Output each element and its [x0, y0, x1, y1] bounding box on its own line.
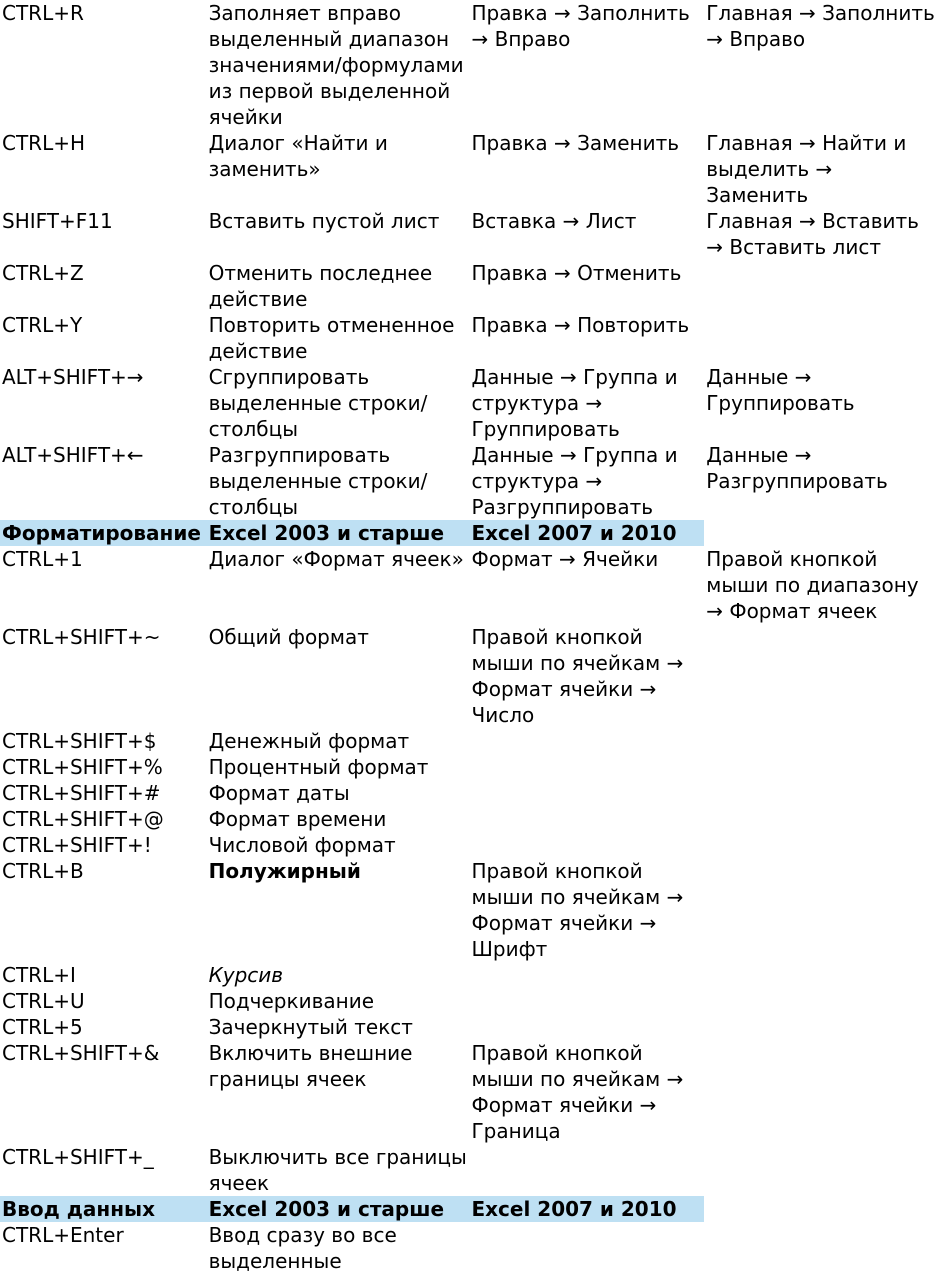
menu-path: Правка → Повторить	[469, 312, 704, 364]
shortcut-key: CTRL+B	[0, 858, 207, 962]
table-row: CTRL+SHIFT+_Выключить все границы ячеек	[0, 1144, 939, 1196]
shortcut-key: ALT+SHIFT+←	[0, 442, 207, 520]
table-row: CTRL+EnterВвод сразу во все выделенные	[0, 1222, 939, 1274]
shortcut-desc: Общий формат	[207, 624, 470, 728]
menu-2007: Главная → Вставить → Вставить лист	[704, 208, 939, 260]
shortcut-desc: Денежный формат	[207, 728, 470, 754]
shortcut-desc: Числовой формат	[207, 832, 470, 858]
shortcut-desc: Курсив	[207, 962, 470, 988]
table-row: CTRL+SHIFT+~Общий форматПравой кнопкой м…	[0, 624, 939, 728]
shortcut-key: CTRL+SHIFT+_	[0, 1144, 207, 1196]
menu-2007: Главная → Заполнить → Вправо	[704, 0, 939, 130]
shortcut-key: CTRL+SHIFT+&	[0, 1040, 207, 1144]
menu-2007: Главная → Найти и выделить → Заменить	[704, 130, 939, 208]
menu-2003: Формат → Ячейки	[469, 546, 704, 624]
table-row: CTRL+5Зачеркнутый текст	[0, 1014, 939, 1040]
header-section: Ввод данных	[0, 1196, 207, 1222]
shortcut-desc: Заполняет вправо выделенный диапазон зна…	[207, 0, 470, 130]
menu-2007: Данные → Разгруппировать	[704, 442, 939, 520]
shortcut-desc: Диалог «Найти и заменить»	[207, 130, 470, 208]
menu-path: Правой кнопкой мыши по ячейкам → Формат …	[469, 624, 704, 728]
table-row: CTRL+YПовторить отмененное действиеПравк…	[0, 312, 939, 364]
shortcut-key: CTRL+H	[0, 130, 207, 208]
shortcut-key: CTRL+1	[0, 546, 207, 624]
shortcut-key: CTRL+R	[0, 0, 207, 130]
menu-path: Правой кнопкой мыши по ячейкам → Формат …	[469, 1040, 704, 1144]
table-row: ФорматированиеExcel 2003 и старшеExcel 2…	[0, 520, 939, 546]
menu-path: Правка → Отменить	[469, 260, 704, 312]
shortcut-key: SHIFT+F11	[0, 208, 207, 260]
shortcut-key: CTRL+U	[0, 988, 207, 1014]
shortcut-key: CTRL+SHIFT+!	[0, 832, 207, 858]
header-excel2003: Excel 2003 и старше	[207, 1196, 470, 1222]
shortcut-desc: Процентный формат	[207, 754, 470, 780]
shortcut-desc: Сгруппировать выделенные строки/столбцы	[207, 364, 470, 442]
shortcut-desc: Повторить отмененное действие	[207, 312, 470, 364]
table-row: CTRL+BПолужирныйПравой кнопкой мыши по я…	[0, 858, 939, 962]
menu-2003: Данные → Группа и структура → Разгруппир…	[469, 442, 704, 520]
shortcut-desc: Включить внешние границы ячеек	[207, 1040, 470, 1144]
table-row: ALT+SHIFT+←Разгруппировать выделенные ст…	[0, 442, 939, 520]
shortcut-key: CTRL+Enter	[0, 1222, 207, 1274]
table-row: CTRL+SHIFT+$Денежный формат	[0, 728, 939, 754]
shortcut-key: CTRL+SHIFT+%	[0, 754, 207, 780]
table-row: CTRL+IКурсив	[0, 962, 939, 988]
table-row: CTRL+SHIFT+@Формат времени	[0, 806, 939, 832]
table-row: CTRL+UПодчеркивание	[0, 988, 939, 1014]
table-row: Ввод данныхExcel 2003 и старшеExcel 2007…	[0, 1196, 939, 1222]
table-row: SHIFT+F11Вставить пустой листВставка → Л…	[0, 208, 939, 260]
shortcut-desc: Подчеркивание	[207, 988, 470, 1014]
shortcut-key: CTRL+SHIFT+~	[0, 624, 207, 728]
shortcut-desc: Диалог «Формат ячеек»	[207, 546, 470, 624]
table-row: CTRL+RЗаполняет вправо выделенный диапаз…	[0, 0, 939, 130]
shortcut-desc: Полужирный	[207, 858, 470, 962]
menu-2003: Правка → Заменить	[469, 130, 704, 208]
shortcut-desc: Формат времени	[207, 806, 470, 832]
shortcut-key: CTRL+I	[0, 962, 207, 988]
shortcut-key: ALT+SHIFT+→	[0, 364, 207, 442]
shortcut-desc: Зачеркнутый текст	[207, 1014, 470, 1040]
header-excel2007: Excel 2007 и 2010	[469, 520, 704, 546]
table-row: CTRL+1Диалог «Формат ячеек»Формат → Ячей…	[0, 546, 939, 624]
menu-2003: Правка → Заполнить → Вправо	[469, 0, 704, 130]
shortcut-desc: Выключить все границы ячеек	[207, 1144, 470, 1196]
header-excel2003: Excel 2003 и старше	[207, 520, 470, 546]
shortcut-reference-table: CTRL+RЗаполняет вправо выделенный диапаз…	[0, 0, 939, 1274]
table-row: CTRL+SHIFT+!Числовой формат	[0, 832, 939, 858]
header-section: Форматирование	[0, 520, 207, 546]
shortcut-key: CTRL+Z	[0, 260, 207, 312]
shortcut-desc: Отменить последнее действие	[207, 260, 470, 312]
menu-2003: Вставка → Лист	[469, 208, 704, 260]
table-row: CTRL+HДиалог «Найти и заменить»Правка → …	[0, 130, 939, 208]
shortcut-desc: Формат даты	[207, 780, 470, 806]
shortcut-key: CTRL+5	[0, 1014, 207, 1040]
shortcut-key: CTRL+SHIFT+#	[0, 780, 207, 806]
shortcut-desc: Вставить пустой лист	[207, 208, 470, 260]
shortcut-key: CTRL+SHIFT+@	[0, 806, 207, 832]
table-row: CTRL+SHIFT+%Процентный формат	[0, 754, 939, 780]
menu-path: Правой кнопкой мыши по ячейкам → Формат …	[469, 858, 704, 962]
header-excel2007: Excel 2007 и 2010	[469, 1196, 704, 1222]
shortcut-desc: Разгруппировать выделенные строки/столбц…	[207, 442, 470, 520]
shortcut-key: CTRL+SHIFT+$	[0, 728, 207, 754]
menu-2007: Правой кнопкой мыши по диапазону → Форма…	[704, 546, 939, 624]
shortcut-key: CTRL+Y	[0, 312, 207, 364]
table-row: CTRL+ZОтменить последнее действиеПравка …	[0, 260, 939, 312]
shortcut-desc: Ввод сразу во все выделенные	[207, 1222, 470, 1274]
menu-2007: Данные → Группировать	[704, 364, 939, 442]
menu-2003: Данные → Группа и структура → Группирова…	[469, 364, 704, 442]
table-row: ALT+SHIFT+→Сгруппировать выделенные стро…	[0, 364, 939, 442]
table-row: CTRL+SHIFT+#Формат даты	[0, 780, 939, 806]
table-row: CTRL+SHIFT+&Включить внешние границы яче…	[0, 1040, 939, 1144]
